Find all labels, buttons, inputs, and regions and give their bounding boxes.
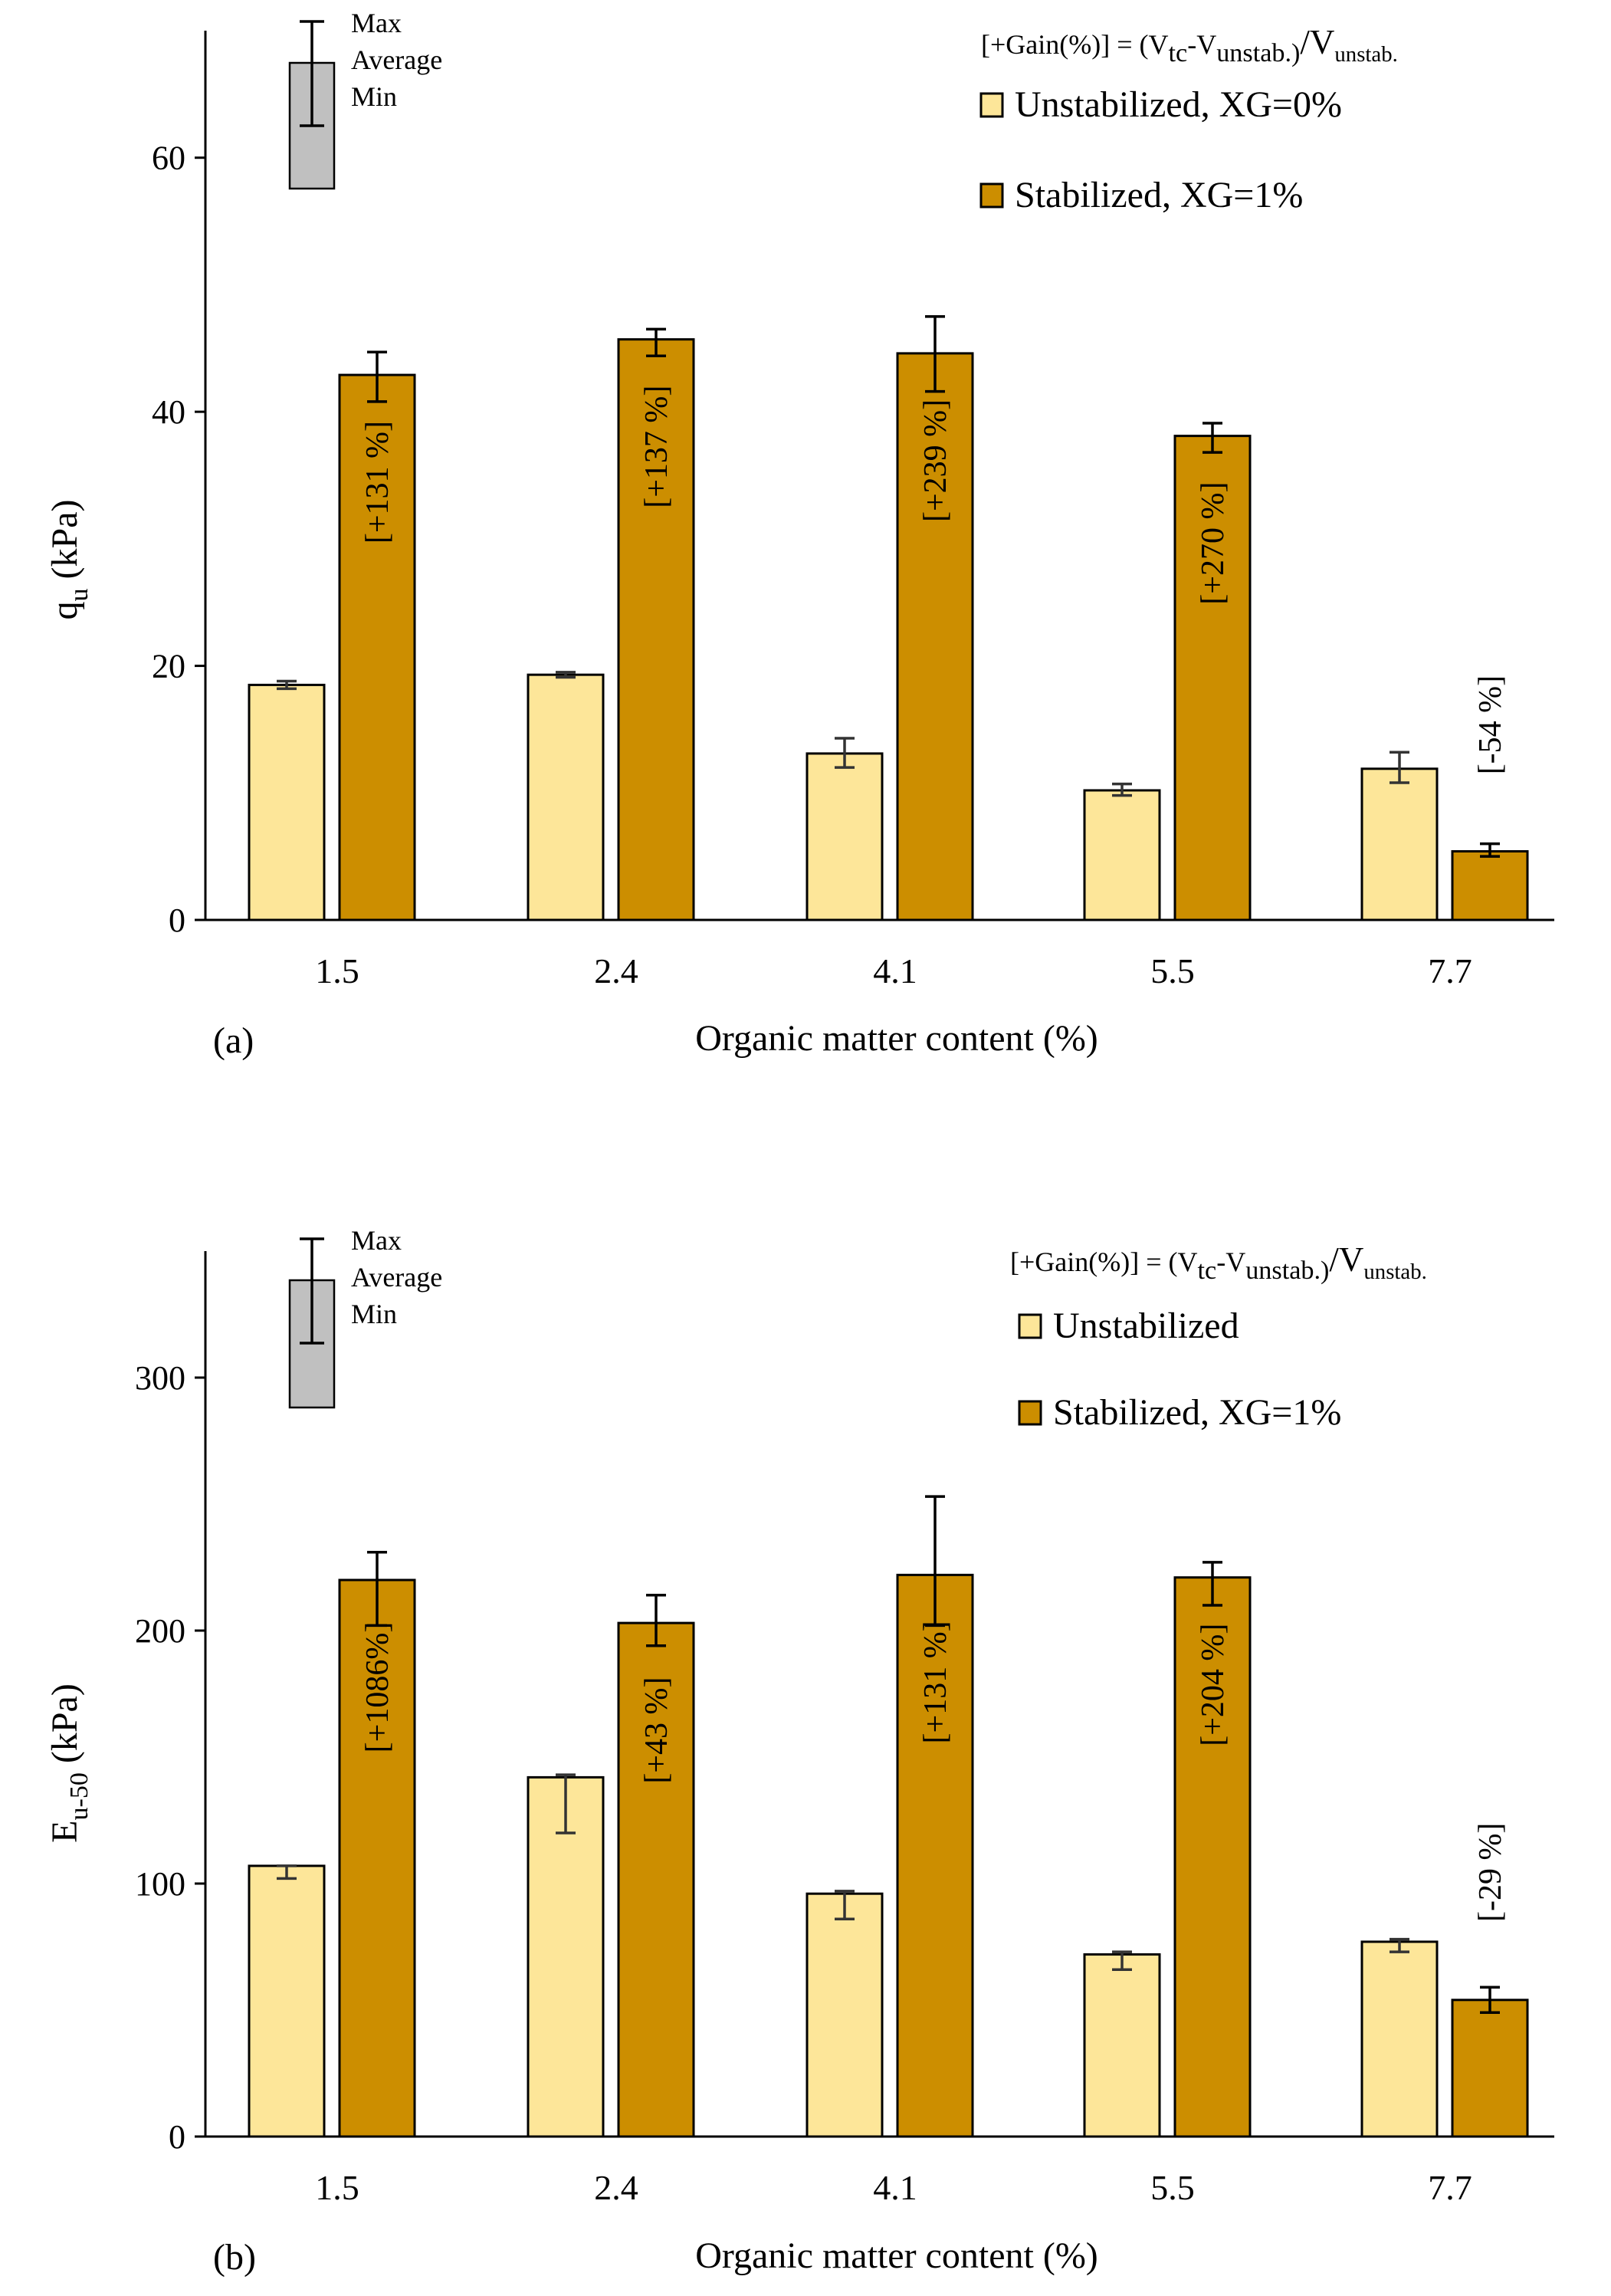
key-label-min: Min bbox=[351, 1299, 397, 1329]
bar-unstabilized bbox=[806, 752, 884, 921]
legend-swatch-unstabilized bbox=[1018, 1313, 1042, 1339]
bar-stabilized bbox=[1451, 1999, 1529, 2138]
key-label-max: Max bbox=[351, 8, 402, 38]
y-tick-label: 60 bbox=[152, 140, 185, 177]
formula-part: /V bbox=[1329, 1240, 1363, 1279]
gain-label: [+131 %] bbox=[360, 421, 395, 544]
formula-part: [+Gain(%)] = (V bbox=[981, 29, 1169, 60]
x-tick-label: 4.1 bbox=[873, 951, 917, 990]
legend-label-stabilized: Stabilized, XG=1% bbox=[1015, 175, 1303, 215]
formula-part: -V bbox=[1216, 1247, 1245, 1277]
panel-label: (a) bbox=[213, 1020, 254, 1061]
gain-label: [+43 %] bbox=[639, 1677, 674, 1784]
gain-label: [-54 %] bbox=[1473, 675, 1508, 774]
x-tick-label: 7.7 bbox=[1428, 951, 1472, 990]
legend-swatch-stabilized bbox=[979, 182, 1004, 209]
chart-panel-a: 0 20 40 60 qu (kPa) 1.5 2.4 4.1 5.5 7.7 Organic ma… bbox=[44, 8, 1554, 1061]
legend-label-unstabilized: Unstabilized, XG=0% bbox=[1015, 84, 1342, 125]
panel-label: (b) bbox=[213, 2237, 256, 2278]
gain-label: [+131 %] bbox=[918, 1621, 953, 1743]
x-tick-label: 1.5 bbox=[315, 2168, 359, 2207]
key-label-max: Max bbox=[351, 1225, 402, 1256]
bar-unstabilized bbox=[1360, 767, 1439, 921]
x-axis-label: Organic matter content (%) bbox=[695, 1018, 1098, 1059]
bar-unstabilized bbox=[1360, 1940, 1439, 2138]
y-axis-label: Eu-50 (kPa) bbox=[44, 1683, 94, 1843]
legend-label-unstabilized: Unstabilized bbox=[1053, 1306, 1239, 1346]
bar-unstabilized bbox=[1083, 789, 1161, 921]
y-tick-label: 40 bbox=[152, 393, 185, 431]
gain-label: [+1086%] bbox=[360, 1622, 395, 1753]
x-tick-label: 5.5 bbox=[1150, 2168, 1195, 2207]
y-tick-label: 100 bbox=[135, 1865, 185, 1903]
bar-stabilized bbox=[1451, 850, 1529, 921]
y-axis-label-unit: (kPa) bbox=[44, 500, 85, 589]
bar-stabilized bbox=[617, 1621, 695, 2138]
gain-label: [+204 %] bbox=[1196, 1624, 1231, 1746]
y-axis-label-main: E bbox=[44, 1820, 85, 1842]
formula-part: -V bbox=[1187, 29, 1216, 60]
gain-formula: [+Gain(%)] = (Vtc-Vunstab.)/Vunstab. bbox=[981, 23, 1398, 67]
x-tick-label: 4.1 bbox=[873, 2168, 917, 2207]
y-tick-label: 300 bbox=[135, 1359, 185, 1397]
y-tick-label: 0 bbox=[169, 902, 185, 939]
bar-unstabilized bbox=[527, 1775, 605, 2138]
gain-label: [+239 %] bbox=[918, 399, 953, 522]
y-axis-label: qu (kPa) bbox=[44, 500, 94, 620]
x-tick-label: 2.4 bbox=[594, 2168, 638, 2207]
formula-part: /V bbox=[1300, 23, 1334, 61]
y-axis-label-main: q bbox=[44, 601, 85, 619]
bar-stabilized bbox=[1173, 1576, 1252, 2138]
x-tick-label: 1.5 bbox=[315, 951, 359, 990]
y-tick-label: 20 bbox=[152, 648, 185, 685]
gain-formula: [+Gain(%)] = (Vtc-Vunstab.)/Vunstab. bbox=[1010, 1240, 1427, 1285]
formula-sub: tc bbox=[1198, 1256, 1217, 1285]
x-tick-label: 2.4 bbox=[594, 951, 638, 990]
y-axis-label-sub: u-50 bbox=[65, 1772, 94, 1820]
key-label-average: Average bbox=[351, 1262, 442, 1293]
bar-unstabilized bbox=[248, 1864, 326, 2138]
bar-stabilized bbox=[338, 373, 416, 921]
x-tick-label: 7.7 bbox=[1428, 2168, 1472, 2207]
gain-label: [+270 %] bbox=[1196, 482, 1231, 605]
gain-label: [-29 %] bbox=[1473, 1823, 1508, 1922]
formula-sub: unstab.) bbox=[1216, 39, 1300, 67]
bar-stabilized bbox=[617, 338, 695, 921]
formula-sub: unstab. bbox=[1334, 42, 1397, 67]
x-axis-label: Organic matter content (%) bbox=[695, 2235, 1098, 2276]
bar-stabilized bbox=[338, 1578, 416, 2138]
legend-swatch-stabilized bbox=[1018, 1400, 1042, 1426]
y-tick-label: 0 bbox=[169, 2118, 185, 2156]
key-label-average: Average bbox=[351, 44, 442, 75]
bar-unstabilized bbox=[1083, 1953, 1161, 2138]
y-tick-label: 200 bbox=[135, 1612, 185, 1650]
legend-label-stabilized: Stabilized, XG=1% bbox=[1053, 1392, 1341, 1433]
bar-stabilized bbox=[896, 352, 974, 921]
gain-label: [+137 %] bbox=[639, 386, 674, 508]
y-axis-label-sub: u bbox=[65, 588, 94, 601]
legend-swatch-unstabilized bbox=[979, 92, 1004, 118]
chart-panel-b: 0 100 200 300 Eu-50 (kPa) 1.5 2.4 4.1 5.5 7.7 Orga… bbox=[44, 1225, 1554, 2278]
key-label-min: Min bbox=[351, 81, 397, 112]
formula-sub: unstab.) bbox=[1245, 1256, 1329, 1285]
x-tick-label: 5.5 bbox=[1150, 951, 1195, 990]
bar-unstabilized bbox=[248, 683, 326, 921]
formula-sub: unstab. bbox=[1363, 1260, 1426, 1284]
y-axis-label-unit: (kPa) bbox=[44, 1683, 85, 1772]
bar-unstabilized bbox=[806, 1892, 884, 2138]
formula-part: [+Gain(%)] = (V bbox=[1010, 1247, 1198, 1277]
bar-unstabilized bbox=[527, 673, 605, 921]
formula-sub: tc bbox=[1169, 39, 1188, 67]
